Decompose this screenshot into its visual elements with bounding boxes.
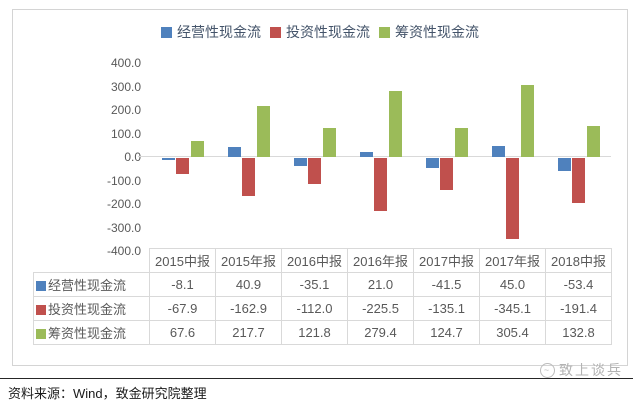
table-col-header: 2017年报 [479, 248, 546, 273]
bar [586, 125, 600, 157]
table-cell: -225.5 [347, 296, 414, 321]
table-cell: 121.8 [281, 320, 348, 345]
table-cell: 217.7 [215, 320, 282, 345]
data-table-grid: 2015中报 2015年报 2016中报 2016年报 2017中报 2017年报 2018… [33, 248, 612, 345]
bar [227, 147, 241, 157]
series-swatch-icon [36, 305, 46, 315]
plot-area [138, 63, 611, 251]
table-cell: 124.7 [413, 320, 480, 345]
bar [256, 105, 270, 157]
y-tick-label: 400.0 [110, 56, 141, 70]
table-row-label: 投资性现金流 [33, 296, 150, 321]
table-cell: -53.4 [545, 272, 612, 297]
footer-divider [0, 378, 633, 379]
table-col-header: 2015年报 [215, 248, 282, 273]
data-table: 2015中报 2015年报 2016中报 2016年报 2017中报 2017年报 2018… [33, 248, 612, 345]
table-col-header: 2015中报 [149, 248, 216, 273]
source-caption: 资料来源：Wind，致金研究院整理 [8, 386, 207, 401]
bar [506, 158, 519, 240]
y-tick-label: 0.0 [124, 150, 141, 164]
table-cell: 21.0 [347, 272, 414, 297]
table-cell: 305.4 [479, 320, 546, 345]
legend-label: 经营性现金流 [177, 24, 261, 40]
table-cell: -67.9 [149, 296, 216, 321]
table-cell: -112.0 [281, 296, 348, 321]
table-cell: 67.6 [149, 320, 216, 345]
table-corner-cell [34, 249, 150, 273]
legend-swatch-icon [161, 26, 172, 38]
table-cell: -8.1 [149, 272, 216, 297]
table-cell: 132.8 [545, 320, 612, 345]
bar [190, 141, 204, 157]
y-tick-label: -400.0 [106, 244, 141, 258]
legend-swatch-icon [379, 26, 390, 38]
legend-item: 经营性现金流 [161, 22, 261, 42]
bar [557, 158, 571, 171]
bar [388, 91, 402, 157]
table-col-header: 2016中报 [281, 248, 348, 273]
y-tick-label: -200.0 [106, 197, 141, 211]
bar [374, 158, 387, 211]
bar [308, 158, 321, 185]
table-row: 筹资性现金流 67.6 217.7 121.8 279.4 124.7 305.4 132.8 [33, 320, 612, 345]
y-tick-label: 200.0 [110, 103, 141, 117]
bar [572, 158, 585, 203]
bar [322, 128, 336, 157]
table-cell: -162.9 [215, 296, 282, 321]
chart-legend: 经营性现金流 投资性现金流 筹资性现金流 [13, 22, 627, 42]
legend-item: 筹资性现金流 [379, 22, 479, 42]
y-tick-label: 300.0 [110, 79, 141, 94]
table-cell: -35.1 [281, 272, 348, 297]
series-swatch-icon [36, 329, 46, 339]
legend-label: 投资性现金流 [286, 24, 370, 40]
legend-label: 筹资性现金流 [395, 24, 479, 40]
table-col-header: 2018中报 [545, 248, 612, 273]
legend-item: 投资性现金流 [270, 22, 370, 42]
table-cell: 279.4 [347, 320, 414, 345]
bar [454, 127, 468, 157]
bar [425, 158, 439, 168]
table-row: 经营性现金流 -8.1 40.9 -35.1 21.0 -41.5 45.0 -53.4 [33, 272, 612, 297]
bar [440, 158, 453, 190]
legend-swatch-icon [270, 26, 281, 38]
table-cell: -345.1 [479, 296, 546, 321]
bar [293, 158, 307, 167]
table-cell: -135.1 [413, 296, 480, 321]
table-header-row: 2015中报 2015年报 2016中报 2016年报 2017中报 2017年报 2018… [34, 248, 612, 273]
bar [161, 158, 175, 160]
chart-frame: 经营性现金流 投资性现金流 筹资性现金流 400.0 300.0 200.0 100.0 0… [12, 9, 628, 366]
bar [520, 85, 534, 157]
table-col-header: 2017中报 [413, 248, 480, 273]
y-axis: 400.0 300.0 200.0 100.0 0.0 -100.0 -200.0 -300.… [71, 56, 141, 258]
bar [359, 152, 373, 157]
y-tick-label: 100.0 [110, 126, 141, 141]
table-row-label: 筹资性现金流 [33, 320, 150, 345]
table-cell: 40.9 [215, 272, 282, 297]
table-row: 投资性现金流 -67.9 -162.9 -112.0 -225.5 -135.1 -345.… [33, 296, 612, 321]
watermark-text: 致上谈兵 [559, 362, 623, 378]
x-axis-zero-line [138, 156, 611, 157]
table-row-label: 经营性现金流 [33, 272, 150, 297]
series-swatch-icon [36, 281, 46, 291]
swirl-logo-icon: ~ [540, 362, 555, 378]
bar [242, 158, 255, 197]
bar [491, 146, 505, 157]
y-tick-label: -100.0 [106, 173, 141, 188]
table-cell: -41.5 [413, 272, 480, 297]
y-tick-label: -300.0 [106, 220, 141, 235]
watermark: ~ 致上谈兵 [540, 360, 623, 380]
table-cell: 45.0 [479, 272, 546, 297]
table-cell: -191.4 [545, 296, 612, 321]
bar [176, 158, 189, 174]
table-col-header: 2016年报 [347, 248, 414, 273]
